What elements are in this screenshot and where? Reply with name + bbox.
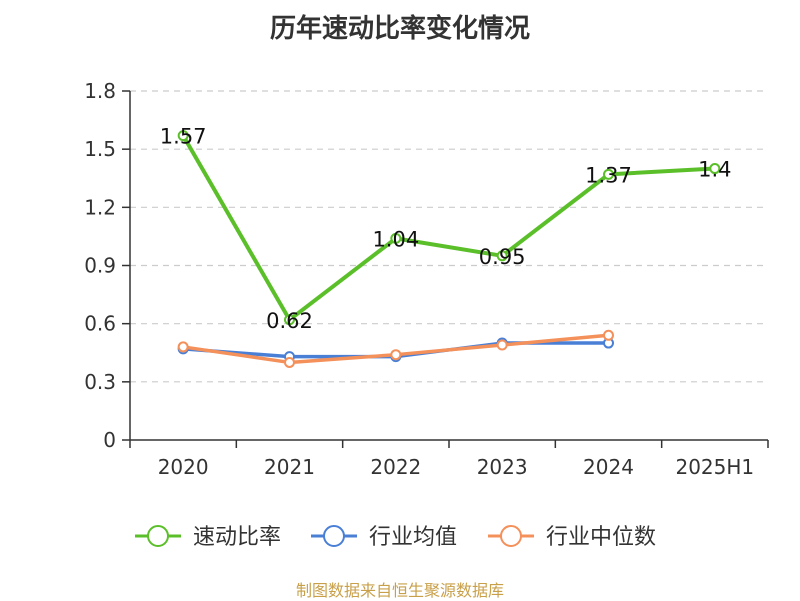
legend-label: 速动比率 [193,525,281,550]
data-point [496,339,508,351]
grid-lines [130,90,768,383]
series-group [177,130,721,368]
y-tick-label: 0 [103,428,116,452]
legend-marker [500,525,522,547]
data-labels: 1.57 0.62 1.04 0.95 1.37 1.4 [160,125,732,333]
y-tick-label: 1.8 [84,79,116,103]
y-tick-label: 0.6 [84,312,116,336]
data-point [496,250,508,262]
x-tick-label: 2025H1 [675,455,754,479]
data-label: 1.04 [372,227,419,251]
x-tick-label: 2024 [583,455,634,479]
y-tick-label: 0.3 [84,370,116,394]
data-label: 0.95 [479,245,526,269]
data-source-note: 制图数据来自恒生聚源数据库 [295,581,504,600]
data-label: 1.37 [585,163,632,187]
y-tick-label: 1.5 [84,137,116,161]
data-point [177,130,189,142]
data-point [603,168,614,180]
x-tick-label: 2022 [370,455,421,479]
legend-label: 行业均值 [369,525,457,550]
data-point [390,232,402,244]
x-tick-label: 2020 [158,455,209,479]
y-tick-label: 1.2 [84,195,116,219]
y-tick-label: 0.9 [84,254,116,278]
data-point [284,314,295,326]
legend-label: 行业中位数 [546,525,656,550]
series-line-1 [181,134,715,322]
axes: 0 0.3 0.6 0.9 1.2 1.5 1.8 2020 2021 2022 2023 2024 2… [84,79,769,479]
x-tick-label: 2023 [477,455,528,479]
data-point [390,349,402,361]
chart-title: 历年速动比率变化情况 [269,14,530,44]
legend-marker [147,525,169,547]
data-point [177,341,189,353]
data-point [603,329,614,341]
legend-marker [323,525,345,547]
data-label: 1.57 [160,125,207,149]
data-label: 0.62 [266,309,313,333]
x-tick-label: 2021 [264,455,315,479]
data-point [284,356,295,368]
data-point [709,163,721,175]
data-label: 1.4 [698,158,731,182]
legend: 速动比率 行业均值 行业中位数 [135,525,656,550]
